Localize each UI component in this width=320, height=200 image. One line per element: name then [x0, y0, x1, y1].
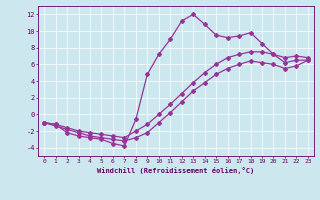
X-axis label: Windchill (Refroidissement éolien,°C): Windchill (Refroidissement éolien,°C) [97, 167, 255, 174]
